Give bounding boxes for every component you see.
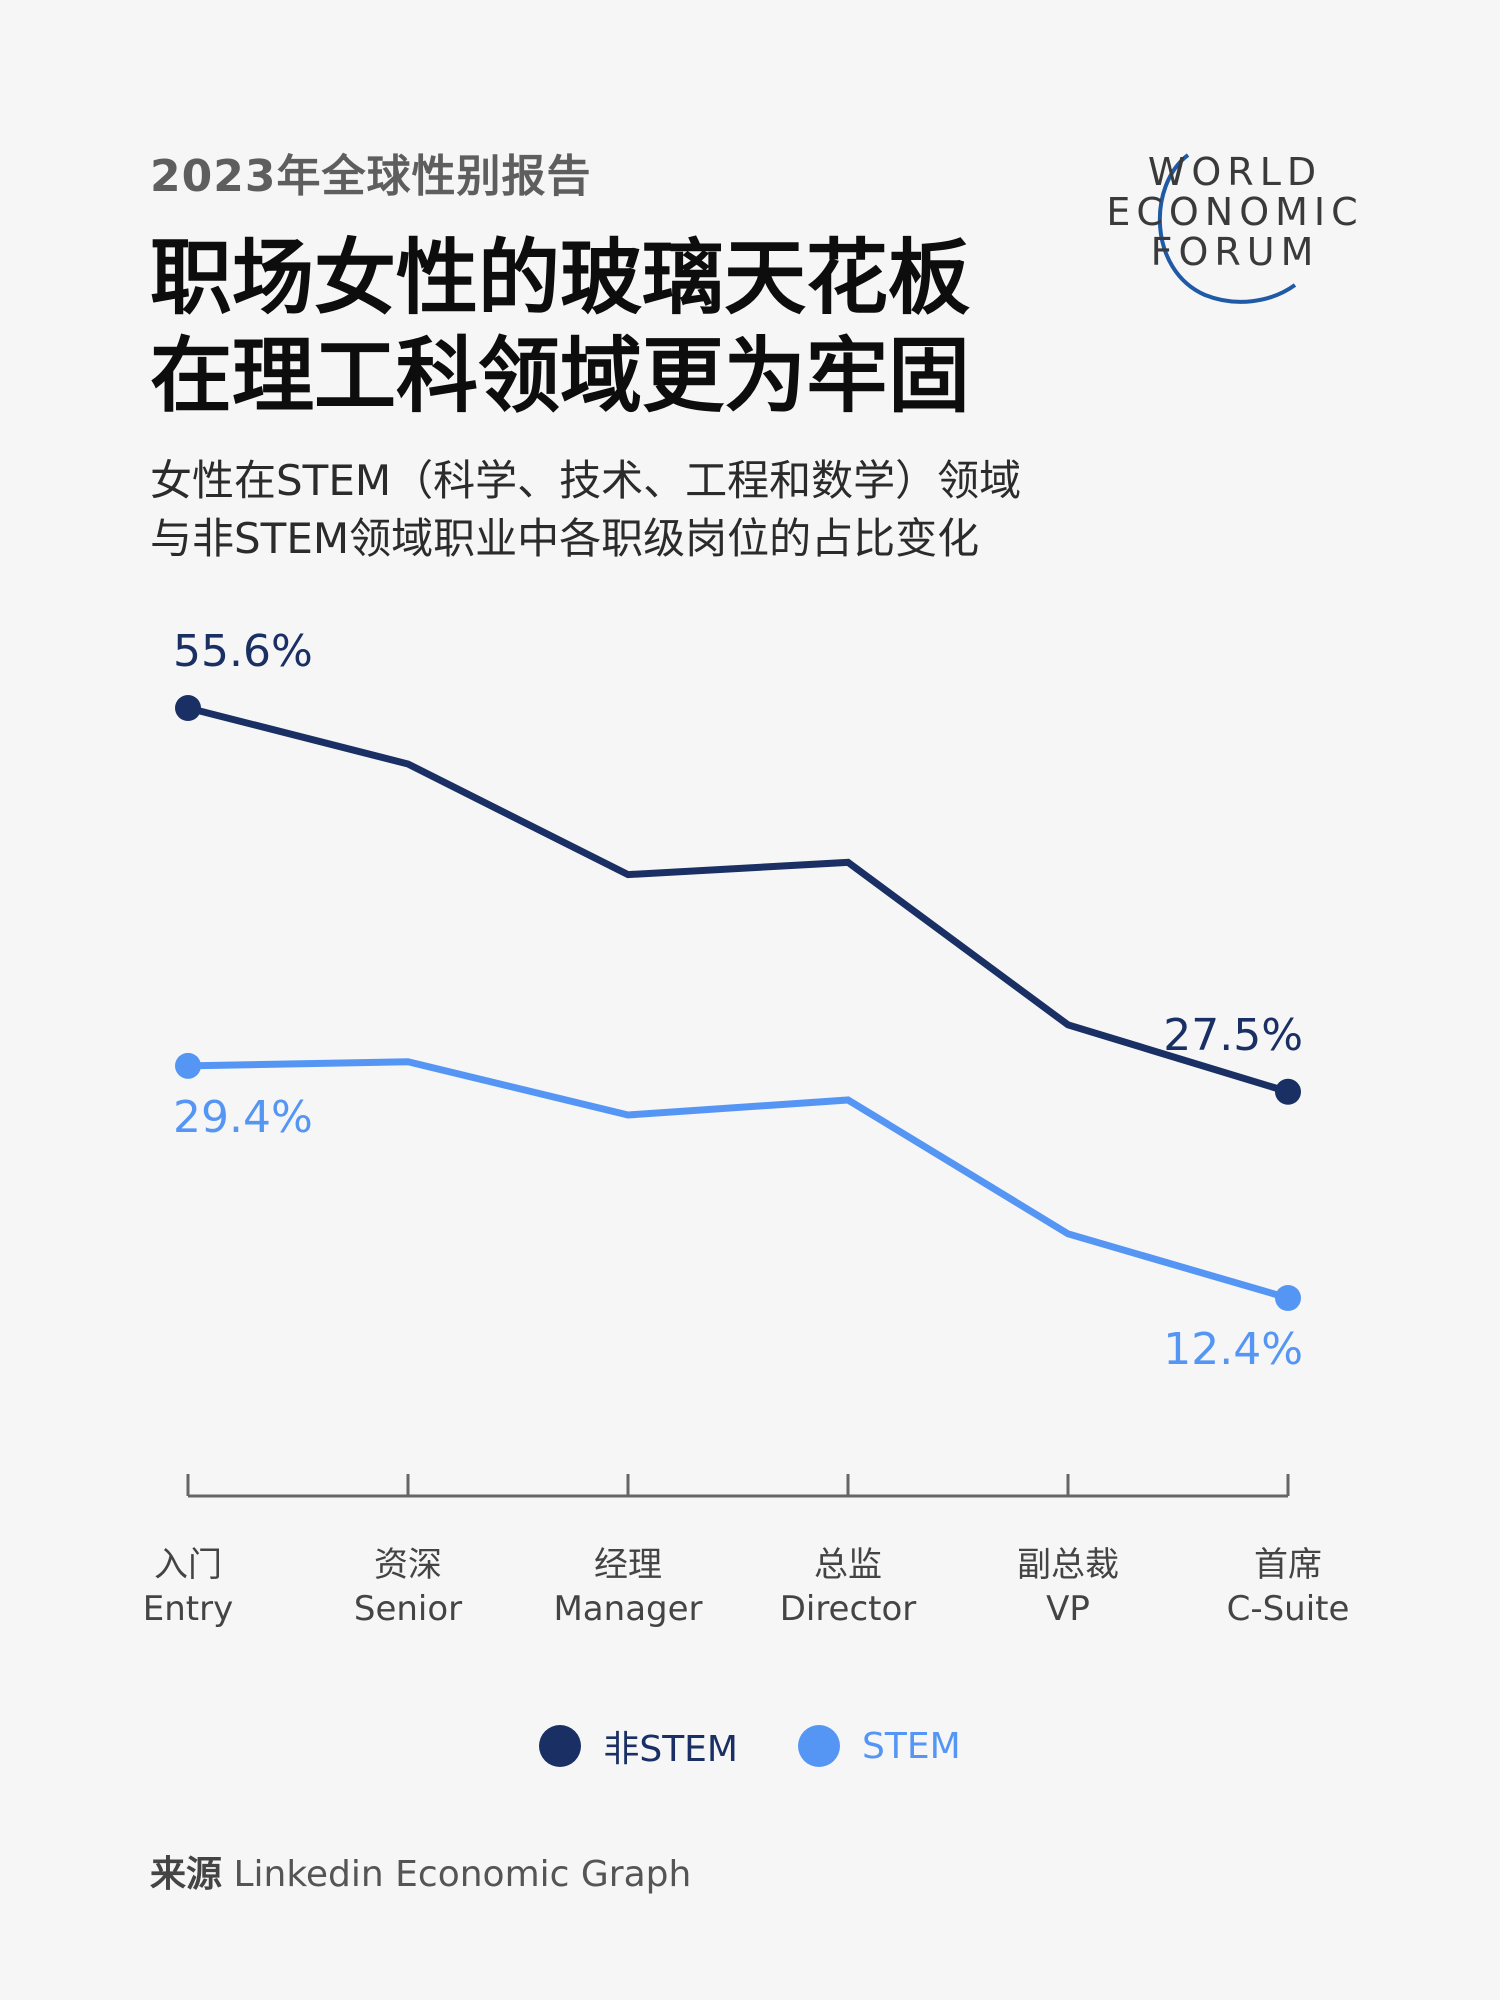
legend-item-non-stem: 非STEM [539,1720,738,1772]
x-tick-label-en: VP [1046,1589,1090,1629]
legend-label: 非STEM [603,1729,738,1770]
wef-logo: WORLD ECONOMIC FORUM [1090,145,1380,315]
data-point-marker [1275,1078,1301,1105]
x-tick-label-zh: 资深 [374,1545,442,1585]
x-tick-label-en: Senior [354,1589,462,1629]
x-tick-label-zh: 经理 [594,1545,662,1585]
data-point-marker [1275,1285,1301,1311]
logo-line-1: WORLD [1147,150,1323,194]
x-tick-label-zh: 首席 [1254,1545,1322,1585]
x-tick-label-en: C-Suite [1227,1589,1350,1629]
data-label: 55.6% [173,626,313,677]
legend-marker-icon [798,1725,840,1767]
x-tick-label-en: Manager [553,1589,702,1629]
data-label: 29.4% [173,1092,313,1143]
source-text: Linkedin Economic Graph [233,1854,692,1895]
x-tick-label-zh: 副总裁 [1017,1545,1119,1585]
data-point-marker [175,695,201,721]
logo-arc-icon [1157,153,1297,304]
data-label: 27.5% [1163,1010,1303,1061]
source-note: 来源 Linkedin Economic Graph [150,1845,691,1897]
title-line-2: 在理工科领域更为牢固 [150,329,971,424]
subtitle-line-1: 女性在STEM（科学、技术、工程和数学）领域 [150,456,1022,505]
x-tick-label-zh: 总监 [814,1545,882,1585]
legend-marker-icon [539,1725,582,1767]
data-point-marker [175,1052,201,1079]
series-line-stem [187,1058,1289,1302]
title-line-1: 职场女性的玻璃天花板 [150,231,971,326]
legend-item-stem: STEM [798,1725,961,1767]
source-prefix: 来源 [150,1854,223,1895]
logo-line-2: ECONOMIC [1106,190,1364,234]
page-title: 职场女性的玻璃天花板 在理工科领域更为牢固 [150,230,1150,426]
logo-line-3: FORUM [1150,230,1320,274]
data-label: 12.4% [1163,1324,1303,1375]
x-tick-label-en: Entry [143,1589,233,1629]
header: 2023年全球性别报告 职场女性的玻璃天花板 在理工科领域更为牢固 女性在STE… [150,140,1150,568]
report-label: 2023年全球性别报告 [150,151,592,202]
series-line-non-stem [187,704,1290,1096]
subtitle-line-2: 与非STEM领域职业中各职级岗位的占比变化 [150,514,980,563]
legend: 非STEM STEM [0,1720,1500,1772]
chart-subtitle: 女性在STEM（科学、技术、工程和数学）领域 与非STEM领域职业中各职级岗位的… [150,452,1150,568]
x-tick-label-zh: 入门 [154,1545,222,1585]
x-tick-label-en: Director [780,1589,917,1629]
legend-label: STEM [862,1725,961,1767]
